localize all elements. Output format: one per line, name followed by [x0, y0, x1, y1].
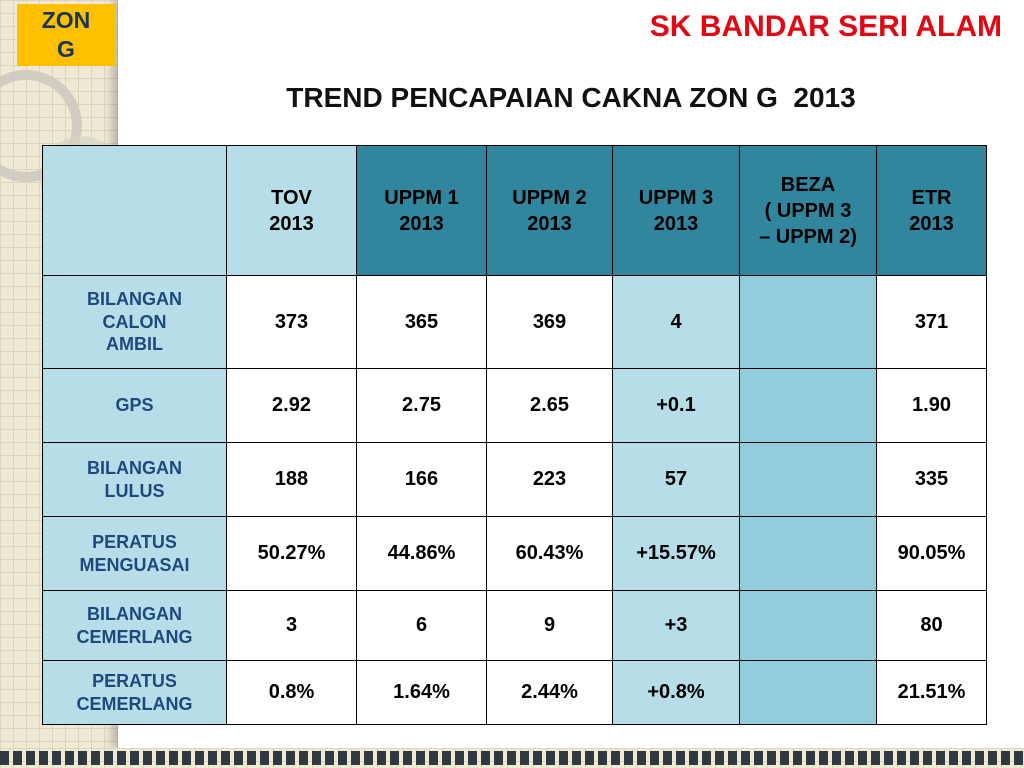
data-cell: +15.57%	[612, 516, 740, 591]
data-cell: 2.75	[356, 368, 487, 443]
row-label: PERATUS CEMERLANG	[42, 660, 227, 725]
data-cell: 335	[876, 442, 987, 517]
data-cell: 4	[612, 275, 740, 369]
data-cell	[739, 368, 877, 443]
data-cell: 365	[356, 275, 487, 369]
corner-header-cell	[42, 145, 227, 276]
data-cell: 371	[876, 275, 987, 369]
column-header-uppm3: UPPM 3 2013	[612, 145, 740, 276]
perforation-strip	[0, 748, 1024, 768]
data-cell: 90.05%	[876, 516, 987, 591]
column-header-etr: ETR 2013	[876, 145, 987, 276]
data-cell: 3	[226, 590, 357, 661]
data-cell: 9	[486, 590, 613, 661]
zone-badge: ZON G	[17, 4, 115, 66]
row-label: BILANGAN LULUS	[42, 442, 227, 517]
table-row: GPS 2.92 2.75 2.65 +0.1 1.90	[42, 368, 987, 443]
dashed-border-decoration	[0, 751, 1024, 765]
data-cell: 223	[486, 442, 613, 517]
table-row: BILANGAN LULUS 188 166 223 57 335	[42, 442, 987, 517]
data-cell: 2.44%	[486, 660, 613, 725]
data-cell: 6	[356, 590, 487, 661]
trend-table: TOV 2013 UPPM 1 2013 UPPM 2 2013 UPPM 3 …	[42, 145, 987, 725]
data-cell: 80	[876, 590, 987, 661]
data-cell: 1.64%	[356, 660, 487, 725]
data-cell: 188	[226, 442, 357, 517]
data-cell: 0.8%	[226, 660, 357, 725]
column-header-uppm1: UPPM 1 2013	[356, 145, 487, 276]
header-row: TOV 2013 UPPM 1 2013 UPPM 2 2013 UPPM 3 …	[42, 145, 987, 276]
column-header-beza: BEZA ( UPPM 3 – UPPM 2)	[739, 145, 877, 276]
data-cell: 2.65	[486, 368, 613, 443]
school-title: SK BANDAR SERI ALAM	[649, 10, 1002, 43]
data-cell: 369	[486, 275, 613, 369]
data-cell	[739, 590, 877, 661]
data-cell	[739, 660, 877, 725]
column-header-tov: TOV 2013	[226, 145, 357, 276]
data-cell: +0.8%	[612, 660, 740, 725]
data-cell: 1.90	[876, 368, 987, 443]
data-cell: 373	[226, 275, 357, 369]
row-label: GPS	[42, 368, 227, 443]
data-cell: 44.86%	[356, 516, 487, 591]
data-cell	[739, 275, 877, 369]
data-cell: 21.51%	[876, 660, 987, 725]
data-cell: 57	[612, 442, 740, 517]
data-cell: 166	[356, 442, 487, 517]
row-label: BILANGAN CALON AMBIL	[42, 275, 227, 369]
data-cell: 2.92	[226, 368, 357, 443]
table-row: BILANGAN CALON AMBIL 373 365 369 4 371	[42, 275, 987, 369]
data-cell	[739, 442, 877, 517]
table-row: PERATUS MENGUASAI 50.27% 44.86% 60.43% +…	[42, 516, 987, 591]
row-label: BILANGAN CEMERLANG	[42, 590, 227, 661]
row-label: PERATUS MENGUASAI	[42, 516, 227, 591]
data-cell: 50.27%	[226, 516, 357, 591]
table-row: PERATUS CEMERLANG 0.8% 1.64% 2.44% +0.8%…	[42, 660, 987, 725]
table-row: BILANGAN CEMERLANG 3 6 9 +3 80	[42, 590, 987, 661]
column-header-uppm2: UPPM 2 2013	[486, 145, 613, 276]
data-cell: 60.43%	[486, 516, 613, 591]
data-cell: +0.1	[612, 368, 740, 443]
data-cell: +3	[612, 590, 740, 661]
slide-title: TREND PENCAPAIAN CAKNA ZON G 2013	[286, 82, 856, 113]
data-cell	[739, 516, 877, 591]
